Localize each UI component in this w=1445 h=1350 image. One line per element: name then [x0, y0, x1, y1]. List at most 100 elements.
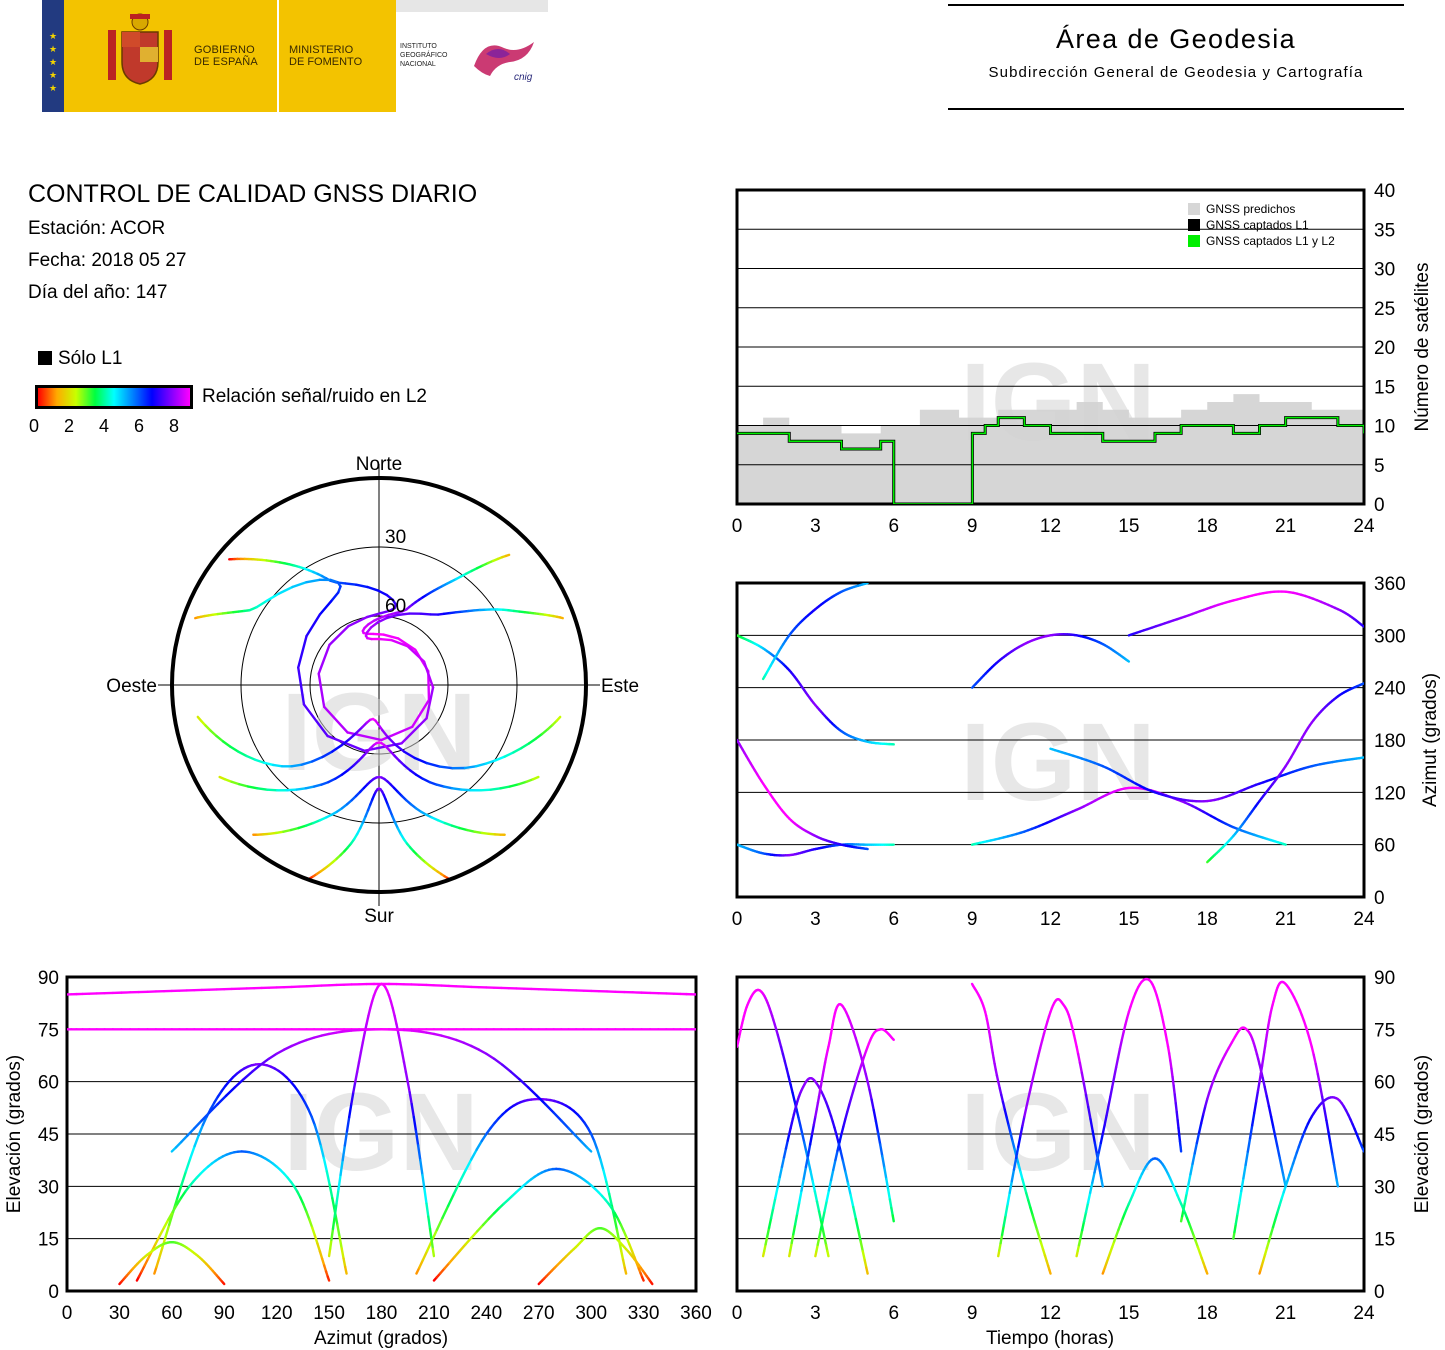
track-segment	[317, 672, 326, 708]
l1l2-captured-line	[737, 416, 1364, 504]
track-segment	[310, 1115, 316, 1127]
area-geodesia-box: Área de Geodesia Subdirección General de…	[948, 4, 1404, 110]
track-segment	[476, 1223, 485, 1233]
track-segment	[167, 1210, 175, 1221]
track-segment	[615, 1228, 621, 1243]
track-segment	[413, 756, 429, 765]
track-segment	[335, 1030, 346, 1034]
track-segment	[171, 1203, 179, 1213]
track-segment	[408, 1090, 413, 1106]
track-segment	[883, 1166, 888, 1181]
y-tick-label: 25	[1374, 299, 1395, 320]
track-segment	[410, 1029, 421, 1033]
skyplot-chart: IGN Norte Sur Este Oeste 30 60	[106, 454, 639, 927]
track-segment	[1039, 1039, 1044, 1050]
track-segment	[267, 1052, 278, 1060]
track-segment	[340, 737, 351, 747]
track-segment	[544, 1102, 555, 1114]
x-tick-label: 12	[1040, 909, 1061, 930]
y-axis-label: Número de satélites	[1412, 263, 1433, 432]
track-segment	[878, 1143, 884, 1158]
snr-tick: 4	[99, 416, 110, 436]
track-segment	[242, 1070, 254, 1081]
track-segment	[782, 1147, 788, 1159]
track-segment	[300, 760, 314, 766]
snr-colorbar-label: Relación señal/ruido en L2	[202, 386, 427, 407]
track-segment	[1271, 1218, 1277, 1229]
track-segment	[338, 1235, 343, 1250]
track-segment	[236, 750, 248, 758]
y-tick-label: 30	[38, 1177, 59, 1198]
track-segment	[425, 761, 441, 768]
eu-stars-icon: ★ ★ ★ ★ ★	[48, 31, 58, 93]
track-segment	[246, 785, 259, 790]
track-segment	[475, 1139, 483, 1151]
track-segment	[1107, 1095, 1112, 1108]
track-segment	[348, 731, 358, 741]
track-segment	[174, 1140, 183, 1149]
track-segment	[200, 1111, 211, 1122]
track-segment	[436, 819, 446, 825]
track-segment	[485, 1052, 496, 1060]
track-segment	[815, 1200, 821, 1213]
y-tick-label: 0	[48, 1282, 59, 1303]
track-segment	[414, 773, 424, 780]
track-segment	[441, 1204, 450, 1220]
track-segment	[620, 1249, 625, 1262]
y-tick-label: 45	[1374, 1125, 1395, 1146]
track-segment	[355, 1060, 361, 1074]
track-segment	[380, 725, 414, 742]
ign-line2: GEOGRÁFICO	[400, 52, 448, 59]
track-segment	[1114, 1056, 1120, 1069]
track-segment	[451, 787, 463, 791]
track-segment	[492, 1057, 504, 1066]
track-segment	[1099, 1132, 1104, 1145]
track-segment	[346, 731, 383, 742]
track-segment	[1009, 1131, 1014, 1143]
track-segment	[377, 637, 393, 642]
track-segment	[406, 1080, 411, 1094]
track-segment	[1171, 1075, 1175, 1087]
track-segment	[1105, 1104, 1110, 1117]
south-label: Sur	[364, 906, 394, 927]
y-tick-label: 0	[1374, 495, 1385, 516]
x-tick-label: 18	[1197, 909, 1218, 930]
track-segment	[184, 1157, 192, 1173]
track-segment	[799, 1124, 804, 1136]
x-tick-label: 30	[109, 1303, 130, 1324]
track-segment	[355, 725, 364, 734]
track-segment	[464, 1158, 473, 1172]
plot-frame	[735, 975, 1366, 1293]
track-segment	[416, 1144, 422, 1162]
track-segment	[1308, 1038, 1313, 1048]
snr-tick: 8	[169, 416, 180, 436]
track-segment	[780, 1156, 786, 1169]
track-segment	[558, 616, 564, 620]
track-segment	[406, 645, 426, 663]
track-segment	[835, 1132, 840, 1143]
track-segment	[312, 1034, 323, 1039]
track-segment	[1238, 1189, 1243, 1205]
track-segment	[463, 765, 478, 770]
ign-watermark: IGN	[281, 671, 477, 794]
track-segment	[807, 1160, 812, 1173]
track-segment	[335, 1188, 340, 1205]
track-segment	[302, 703, 329, 738]
station-label: Estación: ACOR	[28, 218, 166, 239]
track-segment	[450, 824, 461, 830]
track-segment	[320, 1032, 331, 1037]
track-segment	[613, 1216, 619, 1231]
track-segment	[503, 751, 515, 758]
track-segment	[477, 1048, 488, 1055]
x-tick-label: 15	[1118, 1303, 1139, 1324]
legend-label: GNSS predichos	[1206, 202, 1295, 216]
track-segment	[1111, 1075, 1116, 1088]
x-tick-label: 21	[1275, 1303, 1296, 1324]
track-segment	[197, 1123, 205, 1137]
track-segment	[1236, 1201, 1241, 1216]
track-segment	[343, 1129, 349, 1147]
track-segment	[870, 1098, 875, 1112]
plot-frame	[735, 188, 1366, 506]
track-segment	[1204, 1097, 1209, 1108]
